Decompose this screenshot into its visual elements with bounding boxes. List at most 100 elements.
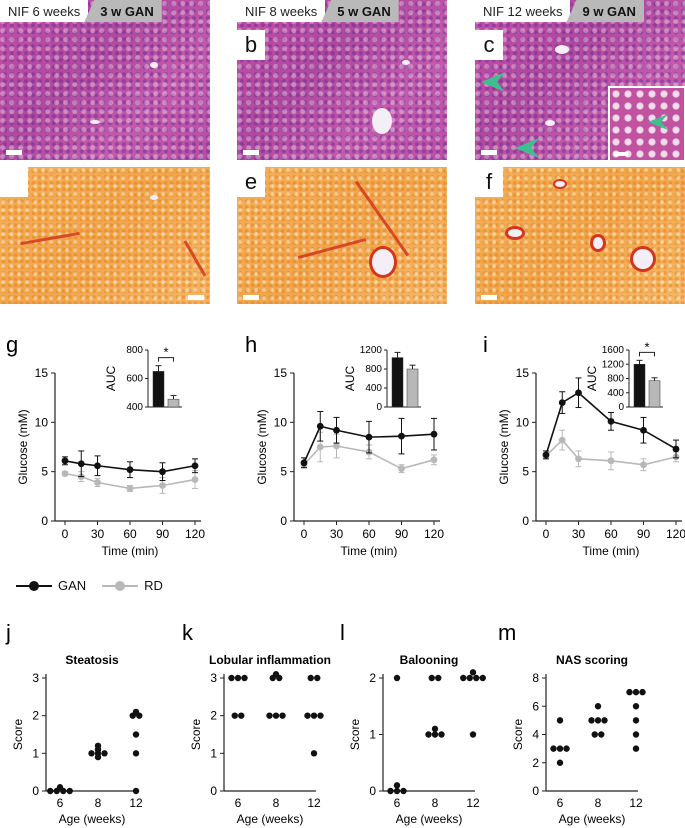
data-point-gan bbox=[365, 433, 373, 441]
inset-y-tick-label: 800 bbox=[607, 374, 624, 385]
inset-y-tick-label: 1200 bbox=[602, 359, 625, 370]
score-point bbox=[632, 703, 640, 710]
x-tick-label: 12 bbox=[629, 796, 643, 810]
data-point-gan bbox=[672, 445, 680, 453]
score-point bbox=[393, 674, 401, 682]
x-axis-label: Age (weeks) bbox=[559, 812, 626, 826]
y-tick-label: 1 bbox=[32, 746, 39, 760]
y-axis-label: Score bbox=[348, 719, 362, 751]
score-point bbox=[279, 712, 286, 719]
x-tick-label: 8 bbox=[273, 796, 280, 810]
gan-label: 3 w GAN bbox=[84, 0, 162, 22]
nif-label: NIF 6 weeks bbox=[0, 0, 89, 22]
score-point bbox=[594, 703, 602, 710]
x-tick-label: 6 bbox=[57, 796, 64, 810]
score-point bbox=[598, 731, 605, 738]
gan-label: 5 w GAN bbox=[321, 0, 399, 22]
score-point bbox=[626, 688, 633, 696]
inset-y-tick-label: 1600 bbox=[602, 345, 625, 356]
score-point bbox=[469, 669, 477, 676]
score-point bbox=[428, 674, 435, 682]
series-line-rd bbox=[303, 445, 435, 470]
data-point-gan bbox=[430, 430, 438, 438]
x-tick-label: 0 bbox=[301, 527, 308, 541]
score-point bbox=[632, 688, 640, 696]
data-point-rd bbox=[398, 465, 405, 473]
score-point bbox=[310, 712, 318, 719]
legend-gan-label: GAN bbox=[58, 578, 87, 593]
score-point bbox=[632, 731, 640, 738]
panel-letter-i: i bbox=[483, 332, 488, 357]
data-point-gan bbox=[77, 460, 85, 468]
y-tick-label: 5 bbox=[522, 465, 529, 479]
x-tick-label: 8 bbox=[95, 796, 102, 810]
score-point bbox=[66, 787, 73, 795]
series-line-rd bbox=[545, 438, 677, 466]
chart-title: Balooning bbox=[400, 653, 459, 667]
score-point bbox=[228, 674, 235, 682]
data-point-rd bbox=[430, 456, 438, 464]
auc-bar-rd bbox=[406, 368, 419, 408]
score-point bbox=[435, 674, 442, 682]
y-axis-label: Glucose (mM) bbox=[16, 409, 30, 484]
y-tick-label: 2 bbox=[532, 756, 539, 770]
inset-y-tick-label: 400 bbox=[365, 383, 382, 394]
data-point-rd bbox=[558, 436, 566, 444]
gan-label: 9 w GAN bbox=[566, 0, 644, 22]
data-point-gan bbox=[542, 451, 550, 459]
inset-y-tick-label: 800 bbox=[365, 364, 382, 375]
data-point-rd bbox=[191, 476, 199, 483]
score-point bbox=[241, 674, 248, 682]
y-tick-label: 0 bbox=[522, 514, 529, 528]
panel-letter-g: g bbox=[6, 332, 18, 357]
score-point bbox=[594, 717, 602, 724]
x-tick-label: 12 bbox=[307, 796, 321, 810]
series-line-gan bbox=[545, 391, 677, 456]
score-point bbox=[479, 674, 486, 682]
data-point-rd bbox=[575, 455, 582, 463]
nif-label: NIF 8 weeks bbox=[237, 0, 326, 22]
inset-y-tick-label: 1200 bbox=[360, 345, 383, 356]
chart-title: NAS scoring bbox=[556, 653, 628, 667]
data-point-gan bbox=[607, 417, 615, 425]
x-tick-label: 60 bbox=[362, 527, 376, 541]
auc-bar-gan bbox=[391, 357, 404, 408]
x-tick-label: 120 bbox=[424, 527, 444, 541]
scale-bar bbox=[243, 295, 259, 300]
score-point bbox=[234, 674, 242, 682]
score-point bbox=[314, 674, 321, 682]
score-point bbox=[88, 750, 95, 757]
arrowhead-icon bbox=[515, 138, 539, 158]
score-point bbox=[393, 782, 401, 789]
scale-bar bbox=[481, 150, 497, 155]
histology-he-8w: NIF 8 weeks 5 w GAN b bbox=[237, 0, 447, 160]
data-point-rd bbox=[94, 479, 101, 486]
x-tick-label: 30 bbox=[572, 527, 586, 541]
score-point bbox=[588, 717, 595, 724]
inset-y-axis-label: AUC bbox=[104, 366, 118, 392]
score-point bbox=[639, 688, 646, 696]
x-tick-label: 8 bbox=[432, 796, 439, 810]
arrowhead-icon bbox=[648, 114, 668, 130]
panel-letter-b: b bbox=[237, 30, 265, 60]
score-point bbox=[469, 731, 477, 738]
panel-letter-h: h bbox=[245, 332, 257, 357]
inset-y-tick-label: 400 bbox=[126, 402, 143, 413]
y-tick-label: 2 bbox=[369, 671, 376, 685]
panel-letter-c: c bbox=[475, 30, 503, 60]
panel-letter-l: l bbox=[340, 620, 345, 645]
x-axis-label: Age (weeks) bbox=[237, 812, 304, 826]
data-point-rd bbox=[607, 457, 615, 465]
histology-sirius-12w: f bbox=[475, 167, 685, 304]
score-point bbox=[231, 712, 238, 719]
y-axis-label: Glucose (mM) bbox=[255, 409, 269, 484]
score-point bbox=[460, 674, 467, 682]
x-tick-label: 0 bbox=[543, 527, 550, 541]
x-axis-label: Time (min) bbox=[102, 544, 159, 558]
auc-bar-rd bbox=[167, 398, 180, 408]
legend-gan-marker bbox=[16, 580, 52, 591]
histology-sirius-8w: e bbox=[237, 167, 447, 304]
y-axis-label: Glucose (mM) bbox=[497, 409, 511, 484]
glucose-charts: g 0 5 10 15 0 30 60 90 120 Time (min) Glucose (mM) 4… bbox=[6, 332, 685, 558]
y-tick-label: 10 bbox=[516, 415, 530, 429]
